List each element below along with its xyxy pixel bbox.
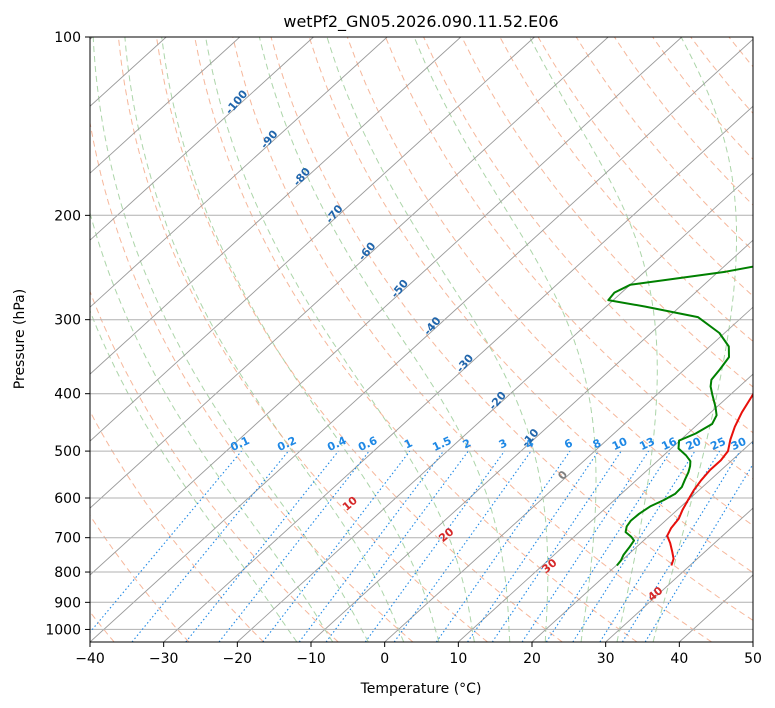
moist-adiabat-line bbox=[124, 37, 405, 642]
y-tick-label: 900 bbox=[54, 595, 81, 611]
sounding-profiles bbox=[607, 265, 753, 567]
chart-title: wetPf2_GN05.2026.090.11.52.E06 bbox=[283, 12, 558, 32]
mixing-ratio-label: 20 bbox=[684, 435, 704, 453]
isotherm-line bbox=[90, 37, 462, 375]
isotherm-line bbox=[163, 105, 753, 642]
isotherm-line bbox=[236, 172, 753, 642]
x-tick-label: 30 bbox=[597, 651, 615, 667]
mixing-ratio-line bbox=[599, 450, 721, 642]
mixing-ratio-line bbox=[131, 450, 289, 642]
mixing-ratio-line bbox=[572, 450, 696, 642]
mixing-ratio-line bbox=[262, 450, 411, 642]
dry-adiabat-line bbox=[90, 514, 190, 642]
mixing-ratio-line bbox=[644, 463, 753, 642]
dry-adiabat-line bbox=[308, 37, 753, 574]
y-tick-label: 600 bbox=[54, 491, 81, 507]
mixing-ratio-label: 16 bbox=[660, 435, 680, 453]
x-axis: −40 −30 −20 −10 0 10 20 30 40 50 bbox=[75, 642, 762, 667]
moist-adiabat-line bbox=[652, 37, 737, 642]
y-tick-label: 300 bbox=[54, 313, 81, 329]
dry-adiabat-line bbox=[194, 37, 638, 642]
y-tick-label: 1000 bbox=[45, 622, 81, 638]
isotherm-line bbox=[90, 37, 683, 576]
moist-adiabat-line bbox=[90, 211, 334, 642]
y-axis: 100 200 300 400 500 600 700 800 900 1000 bbox=[45, 30, 90, 638]
isotherm-line bbox=[90, 37, 388, 308]
y-tick-label: 700 bbox=[54, 531, 81, 547]
mixing-ratio-line bbox=[185, 450, 339, 642]
x-tick-label: −10 bbox=[296, 651, 326, 667]
dry-adiabat-line bbox=[232, 37, 712, 642]
x-tick-label: 50 bbox=[744, 651, 762, 667]
dry-adiabats bbox=[90, 37, 753, 642]
mixing-ratio-line bbox=[90, 450, 242, 634]
mixing-ratio-label: 30 bbox=[729, 435, 749, 453]
isotherm-line bbox=[90, 38, 753, 642]
isotherm-line bbox=[90, 37, 535, 442]
dry-adiabat-line bbox=[270, 37, 753, 621]
dewpoint-profile-line bbox=[607, 265, 753, 567]
x-tick-label: −30 bbox=[149, 651, 179, 667]
isotherm-line bbox=[384, 306, 753, 642]
x-axis-title: Temperature (°C) bbox=[360, 681, 482, 697]
mixing-ratio-line bbox=[364, 450, 505, 642]
mixing-ratio-line bbox=[435, 450, 571, 642]
moist-adiabat-line bbox=[161, 37, 440, 642]
isotherm-line bbox=[310, 239, 753, 642]
mixing-ratio-line bbox=[218, 450, 370, 642]
x-tick-label: 10 bbox=[449, 651, 467, 667]
x-tick-label: 20 bbox=[523, 651, 541, 667]
mixing-ratio-label: 25 bbox=[708, 435, 727, 453]
mixing-ratio-line bbox=[467, 450, 599, 642]
moist-adiabat-line bbox=[92, 37, 369, 642]
mixing-ratio-line bbox=[393, 450, 532, 642]
mixing-ratio-label: 36 bbox=[750, 435, 770, 453]
moist-adiabat-line bbox=[205, 37, 475, 642]
x-tick-label: 0 bbox=[380, 651, 389, 667]
moist-adiabat-line bbox=[413, 37, 597, 642]
y-tick-label: 100 bbox=[54, 30, 81, 46]
isotherm-line bbox=[90, 37, 314, 241]
y-tick-label: 400 bbox=[54, 387, 81, 403]
moist-adiabat-line bbox=[258, 37, 511, 642]
x-tick-label: −20 bbox=[223, 651, 253, 667]
isotherm-line bbox=[90, 37, 609, 509]
mixing-ratio-label: 13 bbox=[637, 435, 656, 453]
moist-adiabats bbox=[90, 37, 737, 642]
dry-adiabat-line bbox=[117, 37, 488, 642]
mixing-ratio-lines bbox=[90, 450, 753, 642]
dry-adiabat-line bbox=[90, 119, 414, 642]
pressure-gridlines bbox=[90, 37, 753, 630]
x-tick-label: −40 bbox=[75, 651, 105, 667]
isotherm-line bbox=[531, 440, 753, 642]
moist-adiabat-line bbox=[326, 37, 549, 642]
mixing-ratio-line bbox=[621, 450, 741, 642]
plot-frame bbox=[89, 36, 754, 643]
mixing-ratio-label: 10 bbox=[610, 435, 630, 453]
moist-adiabat-line bbox=[90, 309, 298, 642]
dry-adiabat-line bbox=[156, 37, 563, 642]
y-axis-title: Pressure (hPa) bbox=[12, 289, 28, 389]
isotherm-line bbox=[90, 37, 241, 174]
y-tick-label: 800 bbox=[54, 565, 81, 581]
y-tick-label: 200 bbox=[54, 208, 81, 224]
dry-adiabat-line bbox=[346, 37, 753, 527]
moist-adiabat-line bbox=[529, 37, 658, 642]
isotherm-line bbox=[457, 373, 753, 642]
isotherms bbox=[90, 37, 753, 642]
x-tick-label: 40 bbox=[670, 651, 688, 667]
temperature-profile-line bbox=[666, 392, 753, 566]
y-tick-label: 500 bbox=[54, 444, 81, 460]
dry-adiabat-line bbox=[90, 410, 264, 642]
isotherm-line bbox=[605, 507, 753, 642]
